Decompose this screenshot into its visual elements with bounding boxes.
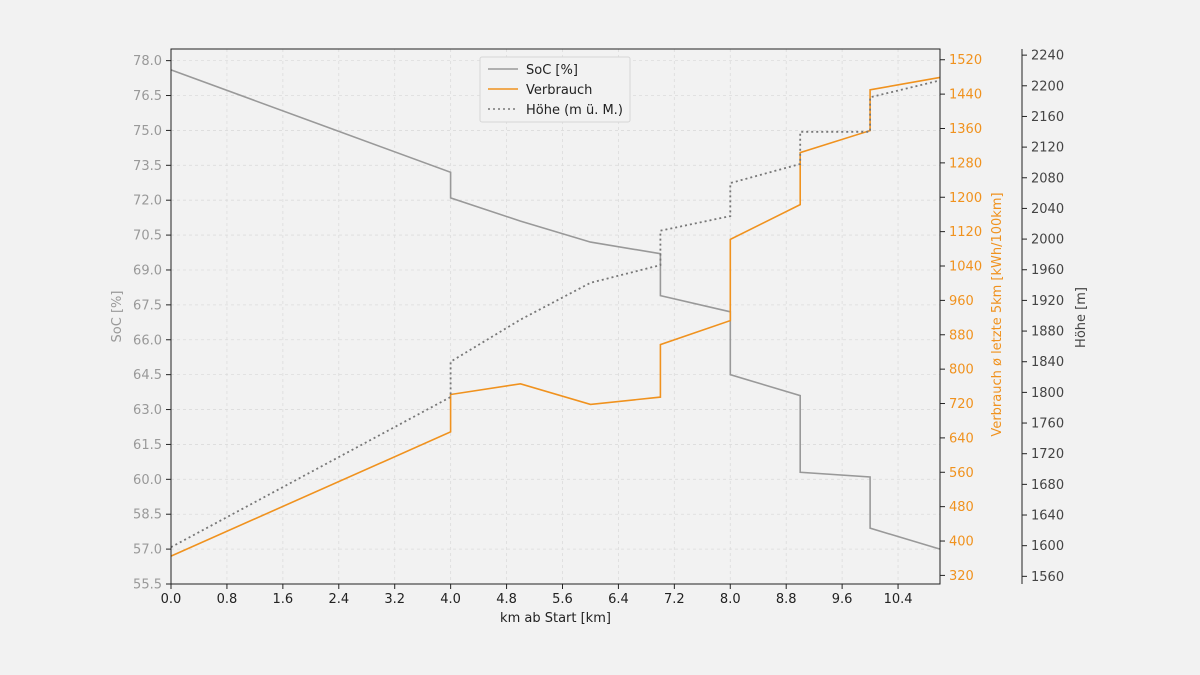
verbrauch-tick-label: 320	[949, 569, 974, 584]
hoehe-tick-label: 1840	[1031, 355, 1064, 370]
legend-label-verbrauch: Verbrauch	[526, 83, 592, 98]
verbrauch-tick-label: 1360	[949, 122, 982, 137]
hoehe-tick-label: 1760	[1031, 417, 1064, 432]
x-tick-label: 5.6	[552, 592, 573, 607]
x-tick-label: 9.6	[832, 592, 853, 607]
soc-tick-label: 60.0	[133, 473, 162, 488]
hoehe-tick-label: 2120	[1031, 141, 1064, 156]
x-tick-label: 4.0	[440, 592, 461, 607]
verbrauch-tick-label: 640	[949, 431, 974, 446]
hoehe-tick-label: 1720	[1031, 447, 1064, 462]
soc-tick-label: 64.5	[133, 368, 162, 383]
soc-tick-label: 70.5	[133, 229, 162, 244]
grid	[170, 49, 940, 585]
series-layer	[170, 69, 941, 557]
hoehe-axis-label: Höhe [m]	[1074, 287, 1089, 348]
verbrauch-tick-label: 1200	[949, 191, 982, 206]
verbrauch-tick-label: 1040	[949, 260, 982, 275]
soc-tick-label: 78.0	[133, 54, 162, 69]
hoehe-tick-label: 1800	[1031, 386, 1064, 401]
verbrauch-tick-label: 1440	[949, 88, 982, 103]
soc-tick-label: 67.5	[133, 298, 162, 313]
verbrauch-tick-label: 560	[949, 466, 974, 481]
soc-tick-label: 58.5	[133, 508, 162, 523]
x-axis-label: km ab Start [km]	[500, 611, 611, 626]
verbrauch-tick-label: 960	[949, 294, 974, 309]
verbrauch-tick-label: 400	[949, 535, 974, 550]
legend-label-soc: SoC [%]	[526, 63, 578, 78]
hoehe-tick-label: 1560	[1031, 570, 1064, 585]
hoehe-tick-label: 2040	[1031, 202, 1064, 217]
x-tick-label: 7.2	[664, 592, 685, 607]
axes-layer: 0.0 0.8 1.6 2.4 3.2 4.0 4.8 5.6 6.4 7.2 8.0 8.8 9.6 1…	[133, 49, 1064, 607]
legend-label-hoehe: Höhe (m ü. M.)	[526, 103, 623, 118]
hoehe-tick-label: 1600	[1031, 539, 1064, 554]
x-tick-label: 1.6	[273, 592, 294, 607]
x-tick-label: 0.0	[161, 592, 182, 607]
legend-box	[479, 56, 631, 123]
soc-tick-label: 73.5	[133, 159, 162, 174]
hoehe-tick-label: 1920	[1031, 294, 1064, 309]
hoehe-tick-label: 1680	[1031, 478, 1064, 493]
legend: SoC [%] Verbrauch Höhe (m ü. M.)	[479, 56, 631, 123]
x-tick-label: 4.8	[496, 592, 517, 607]
soc-tick-label: 76.5	[133, 89, 162, 104]
series-line-soc	[170, 69, 941, 550]
verbrauch-tick-label: 1520	[949, 53, 982, 68]
soc-tick-label: 72.0	[133, 194, 162, 209]
hoehe-tick-label: 1960	[1031, 263, 1064, 278]
soc-tick-label: 69.0	[133, 263, 162, 278]
soc-tick-label: 63.0	[133, 403, 162, 418]
soc-tick-label: 75.0	[133, 124, 162, 139]
x-tick-label: 8.0	[720, 592, 741, 607]
verbrauch-axis-label: Verbrauch ø letzte 5km [kWh/100km]	[990, 192, 1005, 436]
hoehe-tick-label: 1880	[1031, 325, 1064, 340]
series-line-verbrauch	[170, 76, 941, 557]
x-tick-label: 0.8	[217, 592, 238, 607]
hoehe-tick-label: 1640	[1031, 509, 1064, 524]
verbrauch-tick-label: 800	[949, 363, 974, 378]
x-tick-label: 2.4	[328, 592, 349, 607]
verbrauch-tick-label: 880	[949, 328, 974, 343]
verbrauch-tick-label: 1280	[949, 156, 982, 171]
hoehe-tick-label: 2200	[1031, 79, 1064, 94]
soc-tick-label: 57.0	[133, 543, 162, 558]
hoehe-tick-label: 2080	[1031, 171, 1064, 186]
hoehe-tick-label: 2000	[1031, 233, 1064, 248]
soc-axis-label: SoC [%]	[110, 291, 125, 343]
x-tick-label: 10.4	[884, 592, 913, 607]
x-tick-label: 3.2	[384, 592, 405, 607]
series-line-hoehe	[170, 79, 941, 548]
soc-tick-label: 66.0	[133, 333, 162, 348]
x-tick-label: 8.8	[776, 592, 797, 607]
soc-tick-label: 55.5	[133, 578, 162, 593]
x-tick-label: 6.4	[608, 592, 629, 607]
verbrauch-tick-label: 480	[949, 500, 974, 515]
verbrauch-tick-label: 1120	[949, 225, 982, 240]
hoehe-tick-label: 2240	[1031, 49, 1064, 64]
plot-frame	[170, 48, 941, 585]
soc-tick-label: 61.5	[133, 438, 162, 453]
verbrauch-tick-label: 720	[949, 397, 974, 412]
hoehe-tick-label: 2160	[1031, 110, 1064, 125]
